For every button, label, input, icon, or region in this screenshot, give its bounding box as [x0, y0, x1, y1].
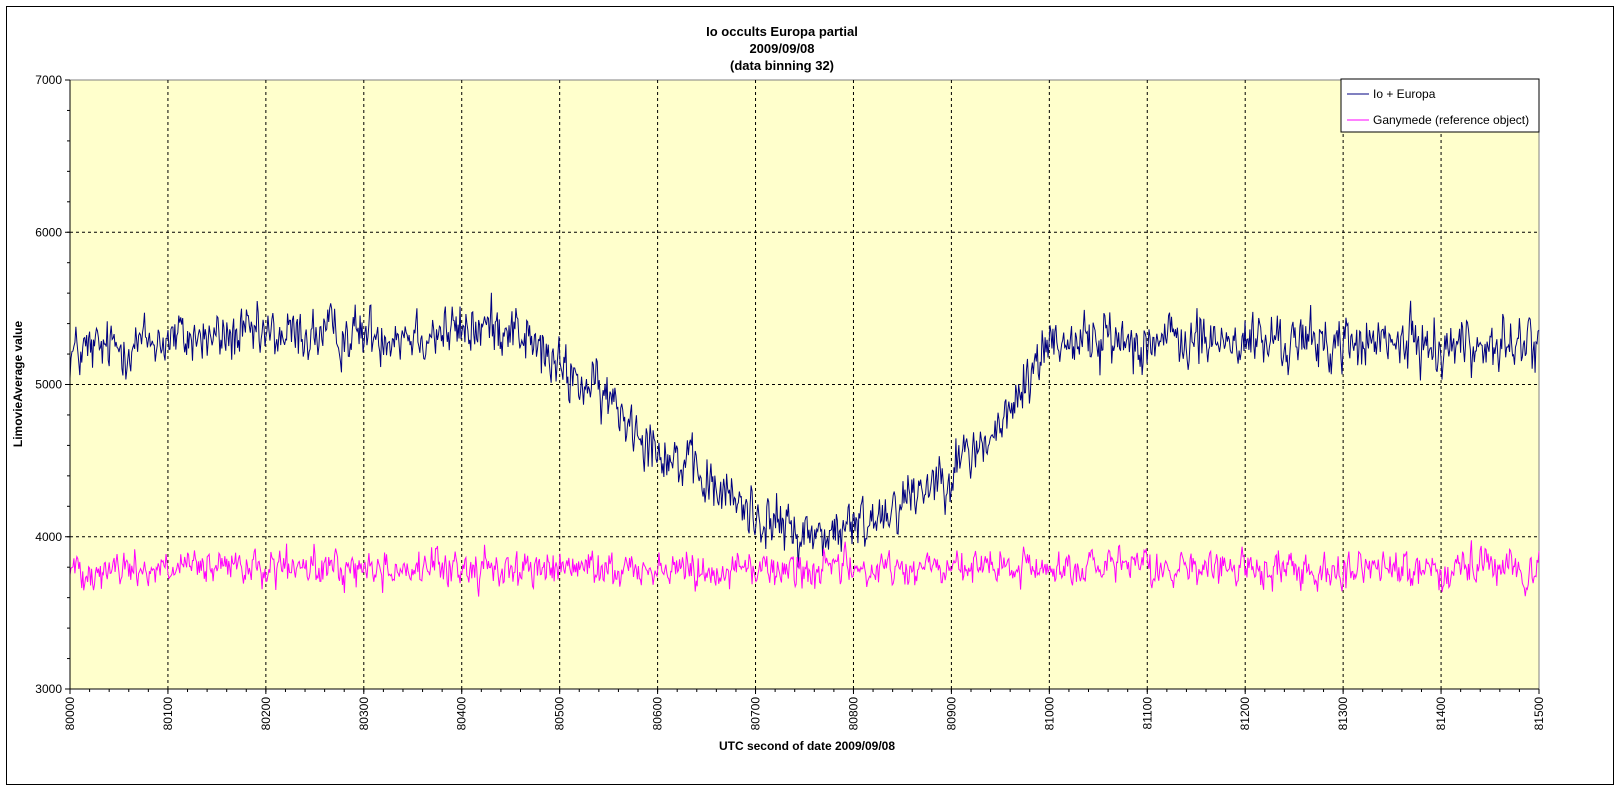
x-tick-label: 81400 — [1434, 697, 1448, 731]
chart-title-line-3: (data binning 32) — [730, 58, 834, 73]
legend-box — [1340, 78, 1540, 133]
y-tick-label: 4000 — [35, 530, 62, 544]
series-line-ganymede — [69, 540, 1540, 597]
x-tick-label: 80100 — [161, 697, 175, 731]
chart-frame: Io occults Europa partial 2009/09/08 (da… — [6, 6, 1614, 785]
y-tick-label: 3000 — [35, 682, 62, 696]
chart-title: Io occults Europa partial 2009/09/08 (da… — [706, 24, 858, 73]
x-tick-label: 80500 — [553, 697, 567, 731]
x-tick-label: 80400 — [455, 697, 469, 731]
x-tick-label: 80800 — [846, 697, 860, 731]
x-tick-label: 81100 — [1140, 697, 1154, 730]
chart-title-line-2: 2009/09/08 — [749, 41, 814, 56]
x-tick-label: 80200 — [259, 697, 273, 731]
chart-svg: Io occults Europa partial 2009/09/08 (da… — [11, 24, 1546, 753]
chart-title-line-1: Io occults Europa partial — [706, 24, 858, 39]
y-tick-label: 7000 — [35, 73, 62, 87]
legend-label-ganymede: Ganymede (reference object) — [1373, 113, 1529, 127]
x-tick-label: 80000 — [63, 697, 77, 731]
y-axis-title: LimovieAverage value — [11, 321, 25, 448]
axis-ticks: 80000 80100 80200 80300 80400 80500 80600 80700… — [35, 73, 1546, 730]
x-tick-label: 80300 — [357, 697, 371, 731]
x-tick-label: 80600 — [651, 697, 665, 731]
legend-label-io-europa: Io + Europa — [1373, 87, 1436, 101]
x-tick-label: 80900 — [944, 697, 958, 731]
y-tick-label: 6000 — [35, 225, 62, 239]
x-tick-label: 81300 — [1336, 697, 1350, 731]
x-tick-label: 81200 — [1238, 697, 1252, 731]
series-layer — [69, 292, 1540, 597]
x-tick-label: 80700 — [749, 697, 763, 731]
legend: Io + Europa Ganymede (reference object) — [1340, 78, 1540, 133]
series-line-io-europa — [69, 292, 1540, 568]
x-tick-label: 81000 — [1042, 697, 1056, 731]
x-axis-title: UTC second of date 2009/09/08 — [719, 739, 895, 753]
x-tick-label: 81500 — [1532, 697, 1546, 731]
y-tick-label: 5000 — [35, 378, 62, 392]
